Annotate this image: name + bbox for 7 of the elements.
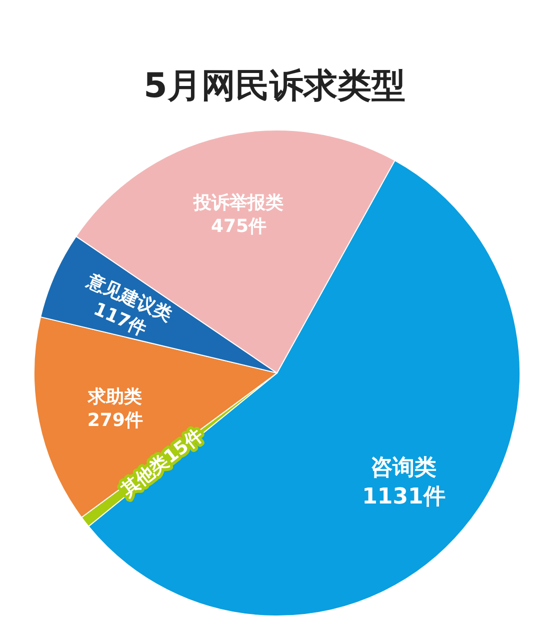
slice-label: 求助类 <box>87 386 142 408</box>
chart-title: 5月网民诉求类型 <box>142 65 406 108</box>
slice-label: 咨询类 <box>370 456 437 481</box>
data-label: 279件 <box>87 410 143 431</box>
data-label: 1131件 <box>362 484 446 510</box>
slice-label: 投诉举报类 <box>192 192 284 214</box>
data-label: 475件 <box>210 216 267 238</box>
